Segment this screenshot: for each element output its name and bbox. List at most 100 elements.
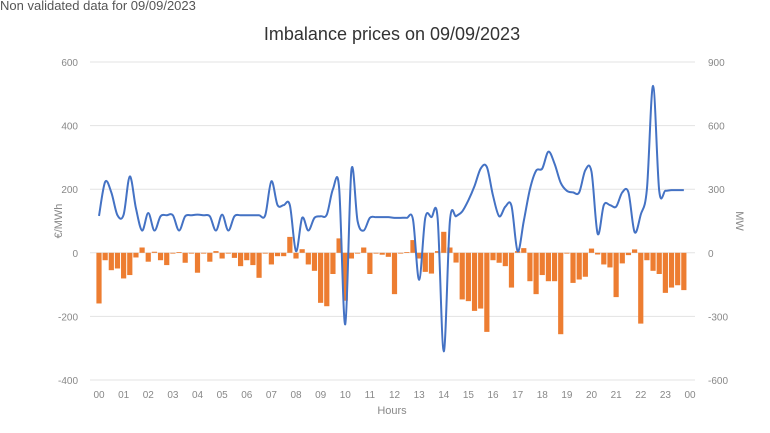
- y-left-tick: 600: [61, 58, 78, 69]
- imbalance-volume-bar: [502, 252, 508, 267]
- imbalance-volume-bar: [416, 252, 422, 259]
- imbalance-volume-bar: [656, 252, 662, 274]
- imbalance-volume-bar: [625, 252, 632, 256]
- imbalance-volume-bar: [324, 252, 330, 307]
- y-right-tick: 900: [708, 58, 725, 69]
- imbalance-volume-bar: [231, 252, 238, 258]
- imbalance-volume-bar: [465, 252, 471, 302]
- imbalance-volume-bar: [318, 252, 324, 303]
- imbalance-volume-bar: [188, 252, 194, 254]
- imbalance-volume-bar: [662, 252, 668, 293]
- imbalance-volume-bar: [361, 247, 367, 253]
- x-tick: 23: [660, 390, 672, 401]
- imbalance-volume-bar: [287, 236, 293, 253]
- imbalance-volume-bar: [434, 251, 441, 253]
- imbalance-volume-bar: [225, 252, 231, 254]
- imbalance-volume-bar: [521, 248, 527, 253]
- imbalance-volume-bar: [613, 252, 619, 298]
- x-tick: 21: [611, 390, 623, 401]
- imbalance-volume-bar: [348, 252, 355, 259]
- x-tick: 14: [438, 390, 450, 401]
- imbalance-volume-bar: [527, 252, 533, 282]
- imbalance-volume-bar: [250, 252, 256, 266]
- imbalance-volume-bar: [428, 252, 435, 274]
- imbalance-volume-bar: [108, 252, 114, 271]
- imbalance-volume-bar: [508, 252, 515, 288]
- imbalance-volume-bar: [607, 252, 613, 268]
- y-left-tick: 200: [61, 185, 78, 196]
- imbalance-volume-bar: [644, 252, 650, 261]
- imbalance-volume-bar: [650, 252, 656, 271]
- x-tick: 00: [684, 390, 696, 401]
- y-right-tick: 0: [708, 249, 714, 260]
- chart-title: Imbalance prices on 09/09/2023: [264, 24, 520, 44]
- x-tick: 22: [635, 390, 647, 401]
- y-axis-right-label: MW: [733, 211, 745, 231]
- imbalance-volume-bar: [151, 251, 158, 253]
- imbalance-volume-bar: [176, 252, 182, 253]
- imbalance-volume-bar: [441, 231, 447, 253]
- imbalance-volume-bar: [157, 252, 164, 261]
- y-left-tick: -200: [58, 312, 78, 323]
- imbalance-volume-bar: [391, 252, 398, 295]
- imbalance-volume-bar: [299, 249, 305, 253]
- x-tick: 05: [217, 390, 229, 401]
- imbalance-volume-bar: [398, 252, 404, 254]
- y-right-tick: -600: [708, 376, 728, 387]
- x-tick: 07: [266, 390, 278, 401]
- imbalance-volume-bar: [354, 252, 361, 254]
- imbalance-volume-bar: [447, 247, 453, 253]
- imbalance-volume-bar: [410, 240, 416, 253]
- x-tick: 20: [586, 390, 598, 401]
- imbalance-volume-bar: [293, 252, 299, 259]
- imbalance-volume-bar: [570, 252, 576, 283]
- imbalance-volume-bar: [675, 252, 681, 286]
- imbalance-volume-bar: [367, 252, 373, 274]
- imbalance-volume-bar: [311, 252, 318, 271]
- imbalance-volume-bar: [237, 252, 244, 267]
- imbalance-volume-bar: [551, 252, 558, 282]
- imbalance-volume-bar: [490, 252, 496, 261]
- imbalance-volume-bar: [595, 252, 601, 255]
- y-left-tick: 0: [72, 249, 78, 260]
- imbalance-volume-bar: [170, 252, 176, 254]
- imbalance-volume-bar: [281, 252, 287, 257]
- imbalance-volume-bar: [471, 252, 478, 311]
- imbalance-volume-bar: [164, 252, 170, 266]
- imbalance-volume-bar: [379, 252, 385, 255]
- y-right-tick: 300: [708, 185, 725, 196]
- imbalance-volume-bar: [201, 252, 207, 254]
- validation-note: Non validated data for 09/09/2023: [0, 0, 196, 13]
- imbalance-volume-bar: [182, 252, 188, 263]
- imbalance-volume-bar: [564, 252, 570, 254]
- imbalance-volume-bar: [459, 252, 465, 300]
- x-tick: 13: [414, 390, 426, 401]
- imbalance-volume-bar: [404, 252, 410, 253]
- imbalance-volume-bar: [219, 252, 225, 259]
- imbalance-volume-bar: [139, 247, 145, 253]
- imbalance-price-line: [98, 84, 684, 353]
- x-tick: 01: [118, 390, 130, 401]
- imbalance-volume-bar: [576, 252, 582, 280]
- x-tick: 02: [143, 390, 155, 401]
- imbalance-volume-bar: [342, 252, 348, 301]
- imbalance-volume-bar: [385, 252, 391, 257]
- x-tick: 04: [192, 390, 204, 401]
- x-tick: 11: [365, 390, 376, 401]
- x-tick: 10: [340, 390, 352, 401]
- imbalance-volume-bar: [582, 252, 588, 277]
- imbalance-volume-bar: [545, 252, 552, 282]
- x-tick: 15: [463, 390, 475, 401]
- y-right-tick: 600: [708, 122, 725, 133]
- x-tick: 06: [241, 390, 253, 401]
- imbalance-volume-bar: [256, 252, 262, 278]
- x-tick: 12: [389, 390, 401, 401]
- y-axis-left-label: €/MWh: [53, 204, 65, 239]
- imbalance-volume-bar: [336, 238, 342, 253]
- imbalance-volume-bar: [453, 252, 459, 263]
- imbalance-volume-bar: [484, 252, 490, 332]
- x-tick: 16: [487, 390, 499, 401]
- x-tick: 00: [93, 390, 105, 401]
